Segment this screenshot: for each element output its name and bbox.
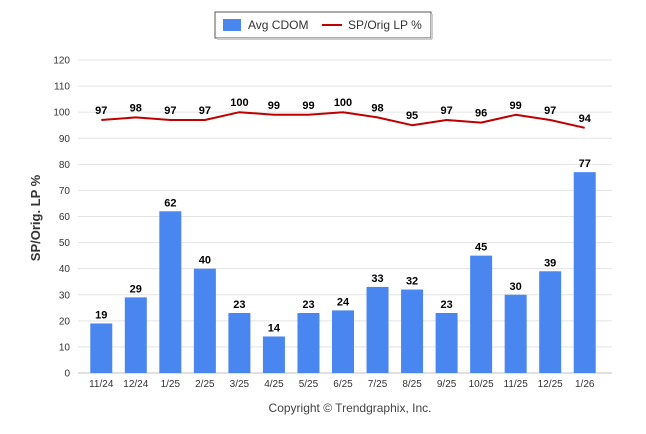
x-tick-label: 7/25 [368,379,388,390]
y-tick-label: 0 [64,369,70,380]
bar [366,286,389,373]
bar-value-label: 32 [406,276,418,288]
line-value-label: 96 [475,108,487,120]
line-value-label: 99 [510,100,522,112]
bar-value-label: 24 [337,296,350,308]
line-value-label: 100 [334,97,352,109]
line-value-label: 98 [371,102,383,114]
x-tick-label: 8/25 [402,379,422,390]
bar [159,211,182,373]
line-value-label: 100 [230,97,248,109]
y-axis-title: SP/Orig. LP % [28,174,43,261]
x-tick-label: 1/26 [575,379,595,390]
legend-label-sp-orig-lp: SP/Orig LP % [348,18,422,32]
bar [470,255,493,373]
bar-series [90,172,596,373]
bar-value-label: 19 [95,309,107,321]
y-tick-label: 10 [59,342,71,353]
x-tick-label: 9/25 [437,379,457,390]
bar [193,268,216,373]
line-value-label: 97 [164,105,176,117]
bar [539,271,562,373]
bar [573,172,596,373]
line-value-label: 95 [406,110,418,122]
data-labels: 19 29 62 40 23 14 23 24 33 32 23 45 30 39 77 97 98 97 97 10… [95,97,592,334]
bar-value-label: 29 [130,283,142,295]
legend-label-avg-cdom: Avg CDOM [248,18,308,32]
y-tick-label: 110 [54,82,70,93]
y-tick-label: 120 [53,56,70,67]
y-tick-label: 50 [59,238,71,249]
bar [228,313,251,373]
bar-value-label: 45 [475,242,487,254]
x-tick-label: 6/25 [333,379,353,390]
bar [504,294,527,373]
bar [401,289,424,373]
copyright-text: Copyright © Trendgraphix, Inc. [269,401,432,415]
bar-value-label: 23 [302,299,314,311]
y-axis-ticks: 0 10 20 30 40 50 60 70 80 90 100 110 120 [53,56,70,380]
line-series [101,111,585,129]
x-tick-label: 12/25 [538,379,563,390]
y-tick-label: 70 [59,186,71,197]
y-tick-label: 100 [53,108,70,119]
line-value-label: 99 [302,100,314,112]
bar-value-label: 30 [510,281,522,293]
bar [262,336,285,373]
bar [297,313,320,373]
bar [90,323,113,373]
bar-value-label: 77 [579,158,591,170]
sp-orig-lp-line [101,111,585,129]
y-tick-label: 80 [59,160,71,171]
y-tick-label: 60 [59,212,71,223]
bar [435,313,458,373]
bar-value-label: 39 [544,257,556,269]
legend: Avg CDOM SP/Orig LP % [214,11,433,40]
line-value-label: 94 [579,113,592,125]
x-tick-label: 11/25 [504,379,529,390]
x-tick-label: 1/25 [161,379,181,390]
bar-value-label: 40 [199,255,211,267]
x-tick-label: 2/25 [195,379,215,390]
y-tick-label: 30 [59,290,71,301]
line-value-label: 99 [268,100,280,112]
bar-value-label: 62 [164,197,176,209]
x-tick-label: 12/24 [123,379,148,390]
line-value-label: 97 [199,105,211,117]
line-value-label: 98 [130,102,142,114]
x-axis-ticks: 11/24 12/24 1/25 2/25 3/25 4/25 5/25 6/25 7/25 8/… [89,379,595,390]
y-tick-label: 40 [59,264,71,275]
x-tick-label: 3/25 [230,379,250,390]
bar-value-label: 23 [440,299,452,311]
bar [124,297,147,373]
y-tick-label: 90 [59,134,71,145]
x-tick-label: 5/25 [299,379,319,390]
bar [332,310,354,373]
line-value-label: 97 [95,105,107,117]
x-tick-label: 11/24 [89,379,114,390]
x-tick-label: 4/25 [264,379,284,390]
bar-value-label: 33 [371,273,383,285]
line-value-label: 97 [544,105,556,117]
legend-swatch-avg-cdom [223,19,241,31]
bar-value-label: 23 [233,299,245,311]
y-tick-label: 20 [59,316,71,327]
x-tick-label: 10/25 [469,379,494,390]
bar-value-label: 14 [268,322,281,334]
line-value-label: 97 [440,105,452,117]
